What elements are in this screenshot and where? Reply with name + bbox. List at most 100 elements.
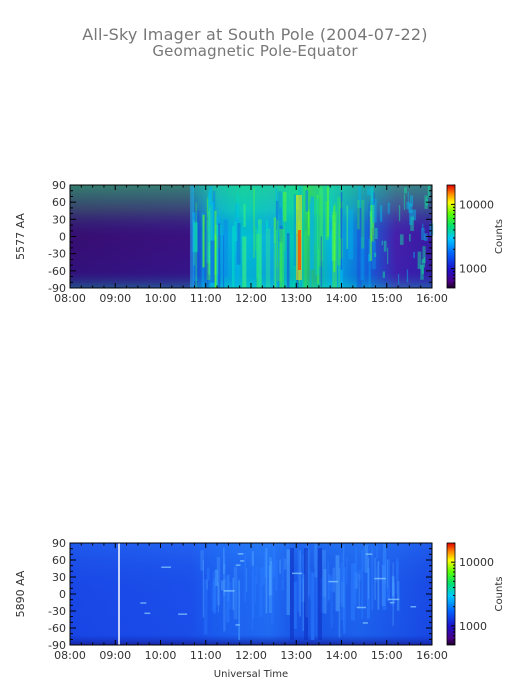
texture-streak bbox=[371, 547, 374, 611]
x-tick-label: 09:00 bbox=[99, 649, 131, 662]
colorbar-frame bbox=[446, 184, 456, 289]
texture-streak bbox=[409, 195, 414, 207]
y-axis-5890: 90 60 30 0 -30 -60 -90 bbox=[48, 537, 432, 652]
texture-streak bbox=[424, 233, 428, 241]
texture-streak bbox=[309, 568, 311, 600]
texture-streak bbox=[234, 232, 238, 254]
texture-streak bbox=[315, 571, 317, 637]
texture-streak bbox=[314, 543, 318, 578]
texture-streak bbox=[304, 230, 307, 288]
y-tick-label: -90 bbox=[48, 282, 66, 295]
texture-streak bbox=[408, 233, 411, 242]
texture-streak bbox=[310, 572, 315, 640]
texture-streak bbox=[374, 227, 378, 240]
colorbar-label-5890: Counts bbox=[494, 577, 505, 612]
texture-streak bbox=[398, 273, 400, 285]
texture-streak bbox=[279, 207, 283, 230]
colorbar-tick-label: 1000 bbox=[459, 620, 487, 633]
texture-streak bbox=[328, 574, 331, 600]
texture-streak bbox=[279, 229, 285, 288]
texture-streak bbox=[277, 238, 281, 288]
texture-streak bbox=[318, 185, 323, 216]
texture-streak bbox=[273, 217, 277, 288]
texture-streak bbox=[233, 566, 238, 620]
texture-streak bbox=[226, 576, 230, 623]
x-tick-label: 13:00 bbox=[280, 292, 312, 305]
texture-streak bbox=[268, 557, 272, 614]
texture-streak bbox=[223, 219, 228, 277]
texture-streak bbox=[372, 234, 375, 251]
texture-streak bbox=[329, 576, 333, 592]
texture-streak bbox=[202, 214, 205, 268]
texture-streak bbox=[427, 185, 431, 198]
texture-streak bbox=[356, 207, 362, 288]
texture-streak bbox=[335, 555, 340, 612]
onset-edge bbox=[190, 185, 194, 288]
speckle bbox=[140, 602, 147, 604]
texture-streak bbox=[270, 560, 273, 595]
texture-streak bbox=[340, 192, 343, 270]
texture-streak bbox=[361, 199, 365, 249]
texture-streak bbox=[195, 202, 198, 288]
speckle bbox=[292, 572, 303, 575]
panel-5577: 08:00 09:00 10:00 11:00 12:00 13:00 14:00 15:00… bbox=[14, 179, 505, 305]
texture-streak bbox=[210, 240, 215, 283]
texture-streak bbox=[236, 223, 241, 265]
texture-streak bbox=[279, 242, 282, 288]
texture-streak bbox=[265, 228, 271, 288]
texture-streak bbox=[293, 194, 297, 267]
texture-streak bbox=[381, 240, 384, 246]
texture-streak bbox=[279, 559, 281, 574]
texture-streak bbox=[383, 240, 387, 252]
y-tick-label: 60 bbox=[52, 196, 66, 209]
y-tick-label: 30 bbox=[52, 213, 66, 226]
texture-streak bbox=[228, 581, 232, 610]
texture-streak bbox=[413, 251, 415, 258]
texture-streak bbox=[383, 544, 387, 583]
speckle bbox=[161, 566, 171, 568]
texture-streak bbox=[255, 566, 258, 585]
texture-streak bbox=[429, 223, 434, 236]
texture-streak bbox=[361, 549, 364, 619]
texture-streak bbox=[271, 565, 274, 624]
y-tick-label: -30 bbox=[48, 248, 66, 261]
texture-streak bbox=[364, 544, 369, 573]
texture-streak bbox=[319, 187, 324, 261]
texture-streak bbox=[207, 217, 209, 288]
texture-streak bbox=[353, 562, 357, 604]
texture-streak bbox=[232, 226, 235, 288]
speckle bbox=[374, 577, 386, 580]
texture-streak bbox=[387, 247, 389, 265]
texture-streak bbox=[311, 572, 314, 640]
x-tick-label: 10:00 bbox=[145, 649, 177, 662]
texture-streak bbox=[223, 563, 226, 597]
speckle bbox=[235, 564, 241, 566]
texture-streak bbox=[372, 198, 377, 223]
texture-streak bbox=[338, 568, 341, 638]
texture-streak bbox=[350, 563, 355, 621]
texture-streak bbox=[310, 196, 315, 270]
texture-streak bbox=[323, 569, 327, 614]
texture-streak bbox=[211, 581, 215, 612]
texture-streak bbox=[334, 202, 337, 223]
colorbar-axis-5890: 1000 10000 bbox=[446, 542, 494, 646]
texture-streak bbox=[369, 211, 372, 261]
texture-streak bbox=[409, 209, 413, 225]
speckle bbox=[237, 553, 244, 555]
texture-streak bbox=[379, 205, 383, 222]
texture-streak bbox=[254, 576, 257, 604]
texture-streak bbox=[273, 243, 276, 288]
heatmap-5577-streaks bbox=[190, 185, 434, 288]
x-axis-5890: 08:00 09:00 10:00 11:00 12:00 13:00 14:00 15:00… bbox=[54, 543, 448, 662]
texture-streak bbox=[218, 223, 221, 288]
texture-streak bbox=[346, 205, 349, 250]
texture-streak bbox=[277, 191, 283, 242]
texture-streak bbox=[283, 201, 286, 251]
texture-streak bbox=[358, 186, 361, 209]
y-tick-label: 90 bbox=[52, 537, 66, 550]
texture-streak bbox=[208, 210, 211, 275]
texture-streak bbox=[192, 222, 198, 253]
y-axis-label-5577: 5577 AA bbox=[14, 213, 27, 260]
texture-streak bbox=[246, 568, 248, 593]
texture-streak bbox=[216, 215, 219, 286]
